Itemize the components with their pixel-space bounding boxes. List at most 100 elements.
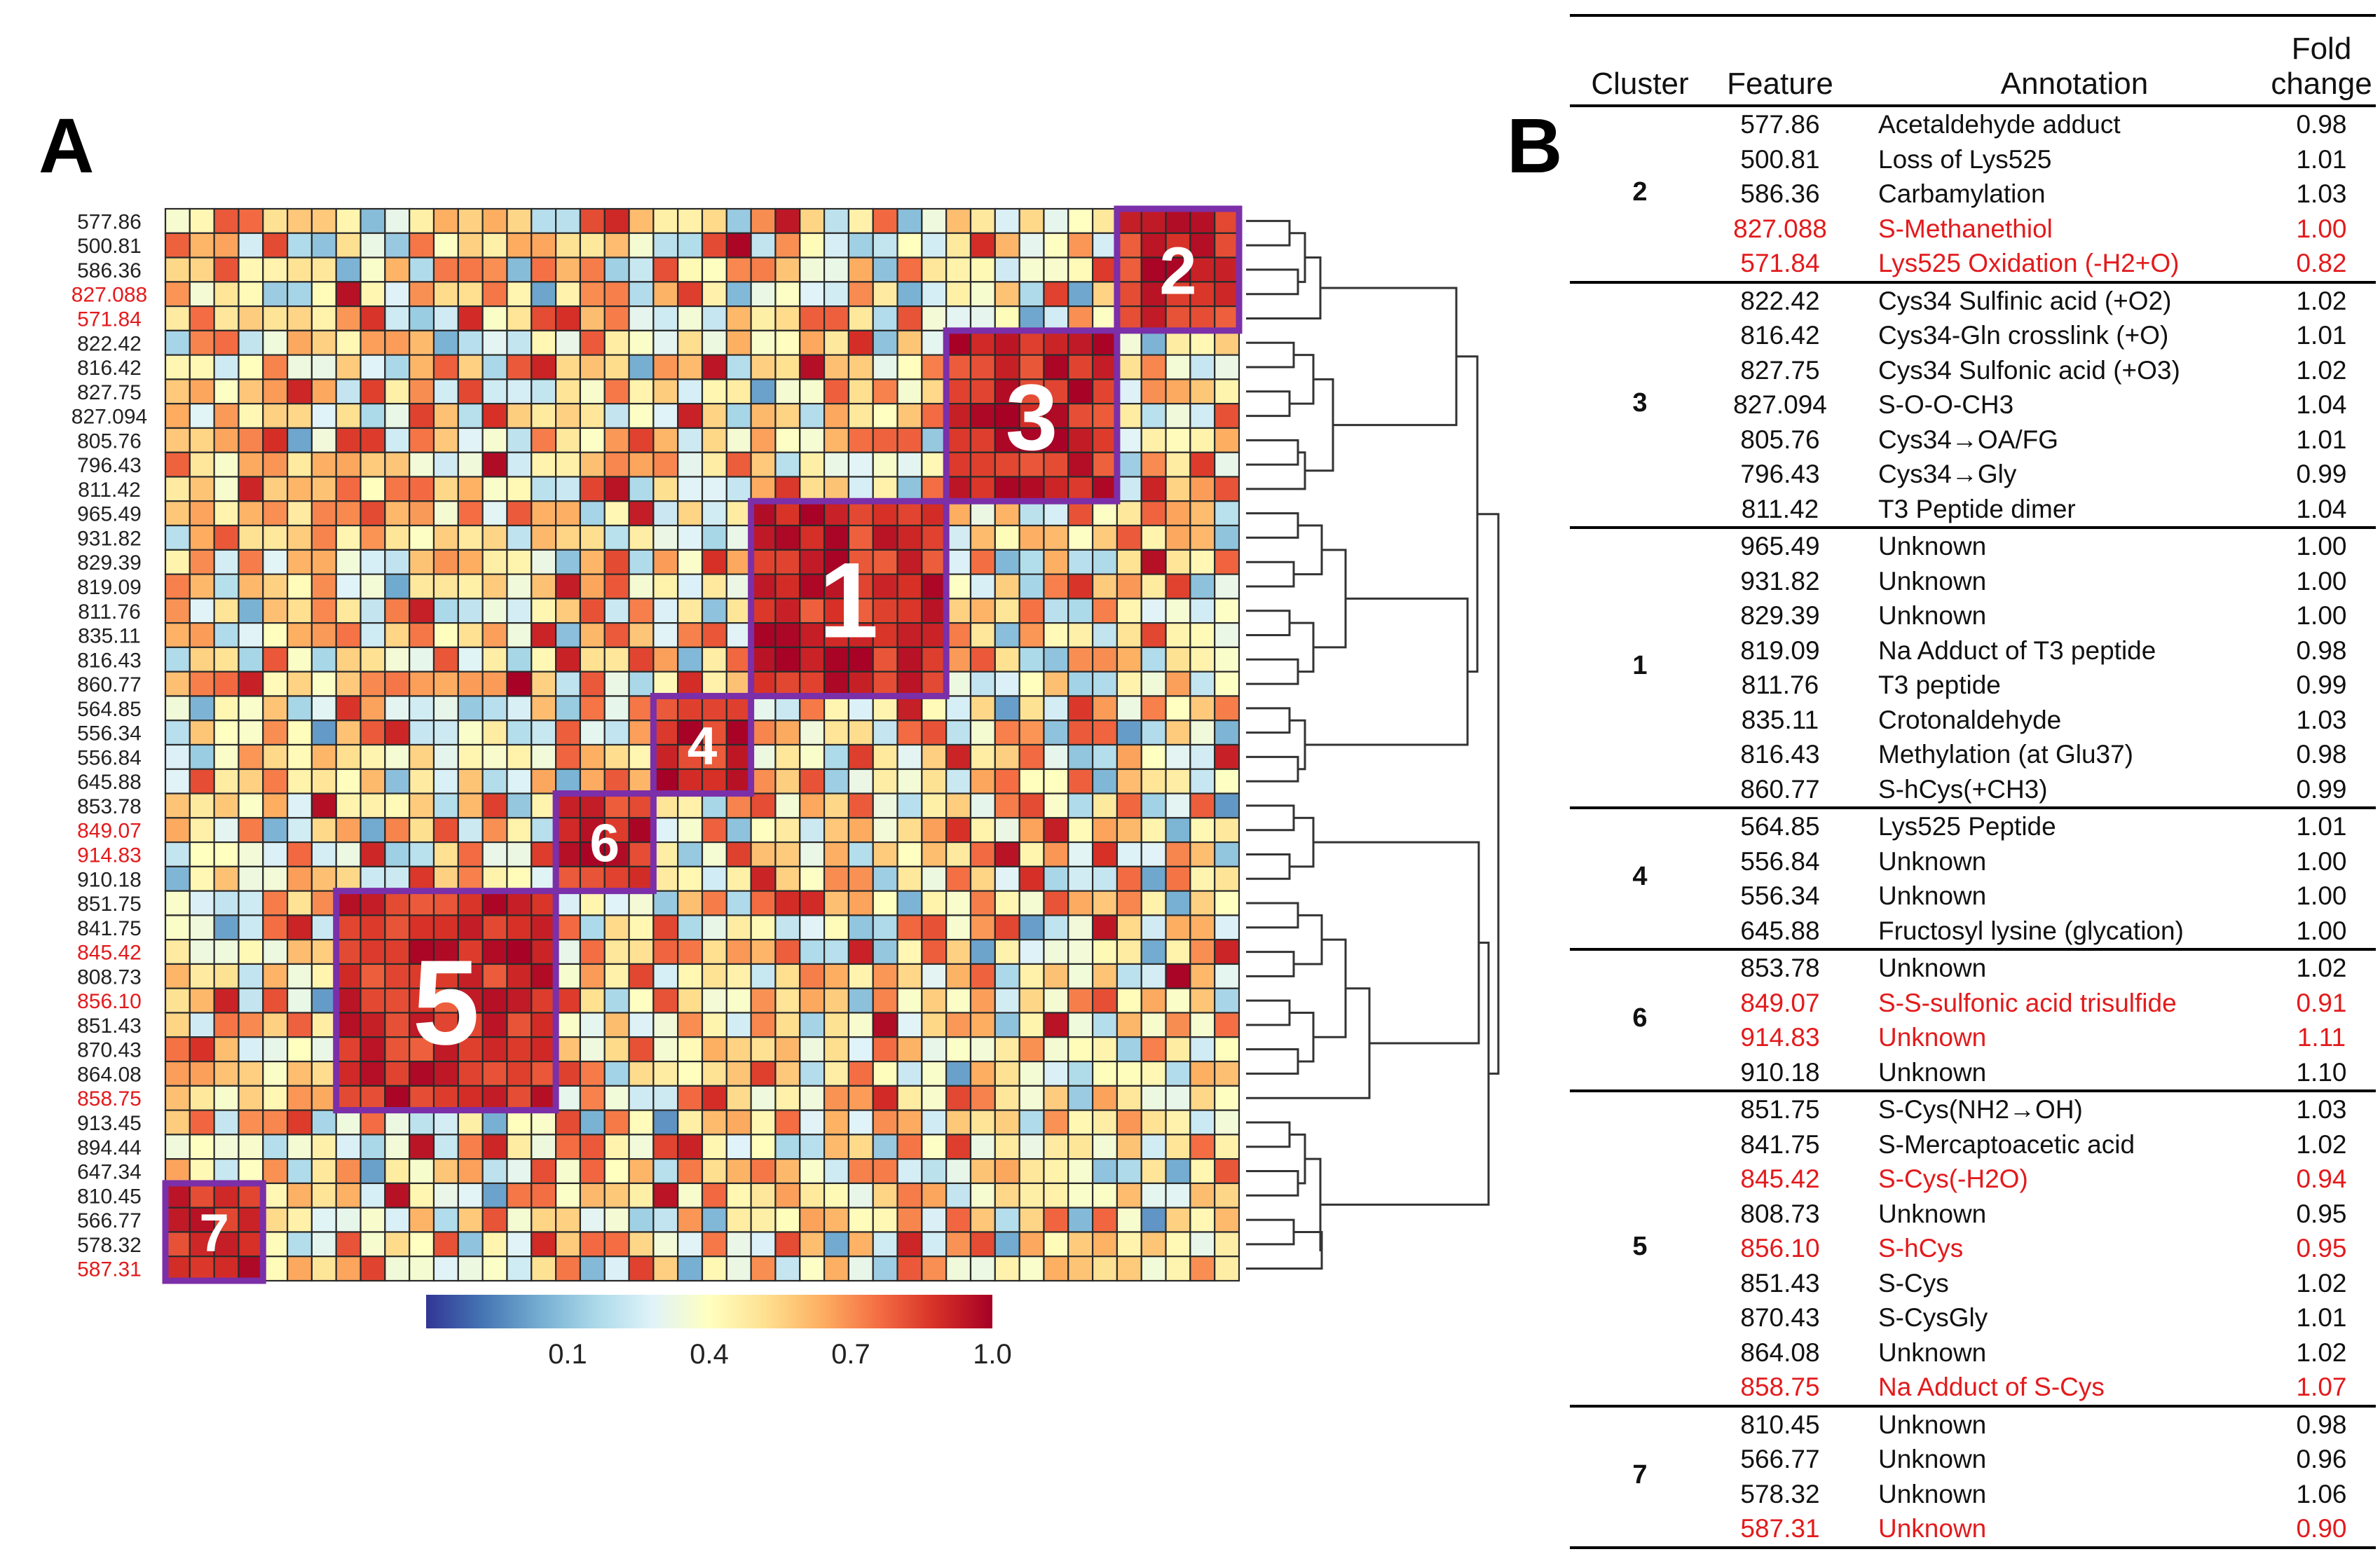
heatmap-cell bbox=[1165, 573, 1191, 600]
annotation-cell: Cys34 Sulfinic acid (+O2) bbox=[1878, 286, 2172, 315]
feature-cell: 864.08 bbox=[1740, 1338, 1820, 1367]
heatmap-cell bbox=[1018, 1182, 1045, 1209]
heatmap-cell bbox=[262, 354, 289, 380]
heatmap-cell bbox=[1091, 1060, 1119, 1087]
heatmap-cell bbox=[1067, 232, 1094, 259]
heatmap-cell bbox=[531, 792, 557, 819]
heatmap-cell bbox=[286, 451, 313, 478]
heatmap-cell bbox=[164, 1231, 191, 1258]
heatmap-cell bbox=[164, 792, 191, 819]
feature-cell: 556.34 bbox=[1740, 881, 1820, 910]
annotation-cell: Unknown bbox=[1878, 1023, 1987, 1052]
heatmap-cell bbox=[310, 890, 337, 916]
heatmap-cell bbox=[969, 963, 996, 989]
heatmap-cell bbox=[384, 720, 411, 746]
heatmap-cell bbox=[1018, 720, 1045, 746]
heatmap-cell bbox=[164, 403, 191, 429]
heatmap-cell bbox=[1140, 865, 1167, 892]
feature-cell: 827.75 bbox=[1740, 355, 1820, 385]
row-label: 645.88 bbox=[77, 771, 142, 794]
heatmap-cell bbox=[409, 256, 435, 283]
heatmap-cell bbox=[286, 549, 313, 575]
heatmap-cell bbox=[1189, 939, 1216, 965]
heatmap-cell bbox=[847, 403, 874, 429]
heatmap-cell bbox=[262, 451, 289, 478]
heatmap-cell bbox=[1091, 1109, 1119, 1136]
heatmap-cell bbox=[238, 987, 264, 1014]
heatmap-cell bbox=[1140, 841, 1167, 867]
heatmap-cell bbox=[799, 281, 826, 308]
heatmap-cell bbox=[921, 1206, 948, 1233]
heatmap-cell bbox=[872, 865, 898, 892]
heatmap-cell bbox=[628, 354, 655, 380]
fold-change-cell: 1.11 bbox=[2297, 1023, 2346, 1052]
annotation-cell: Unknown bbox=[1878, 601, 1987, 630]
heatmap-cell bbox=[677, 524, 704, 551]
heatmap-cell bbox=[1165, 1109, 1191, 1136]
dendrogram-branch bbox=[1246, 561, 1295, 588]
heatmap-cell bbox=[628, 427, 655, 453]
heatmap-cell bbox=[360, 598, 386, 624]
heatmap-cell bbox=[409, 1206, 435, 1233]
heatmap-cell bbox=[1214, 1206, 1240, 1233]
heatmap-cell bbox=[432, 378, 459, 405]
heatmap-cell bbox=[1091, 476, 1119, 502]
heatmap-cell bbox=[360, 914, 386, 941]
heatmap-cell bbox=[774, 378, 801, 405]
heatmap-cell bbox=[432, 1036, 459, 1063]
heatmap-cell bbox=[432, 305, 459, 331]
heatmap-cell bbox=[262, 720, 289, 746]
fold-change-cell: 1.04 bbox=[2296, 390, 2347, 419]
heatmap-cell bbox=[799, 1256, 826, 1282]
heatmap-cell bbox=[531, 1256, 557, 1282]
heatmap-cell bbox=[969, 1134, 996, 1160]
heatmap-cell bbox=[457, 378, 484, 405]
heatmap-cell bbox=[506, 720, 533, 746]
heatmap-cell bbox=[1214, 403, 1240, 429]
heatmap-cell bbox=[1165, 646, 1191, 673]
heatmap-cell bbox=[774, 890, 801, 916]
heatmap-cell bbox=[603, 1085, 630, 1111]
feature-cell: 860.77 bbox=[1740, 774, 1820, 804]
heatmap-cell bbox=[896, 987, 923, 1014]
heatmap-cell bbox=[262, 695, 289, 722]
heatmap-cell bbox=[384, 500, 411, 527]
heatmap-cell bbox=[1091, 792, 1119, 819]
heatmap-cell bbox=[847, 256, 874, 283]
heatmap-cell bbox=[921, 987, 948, 1014]
heatmap-cell bbox=[238, 841, 264, 867]
heatmap-cell bbox=[554, 1060, 582, 1087]
heatmap-cell bbox=[310, 207, 337, 234]
heatmap-cell bbox=[628, 256, 655, 283]
heatmap-cell bbox=[750, 354, 777, 380]
heatmap-cell bbox=[531, 743, 557, 770]
heatmap-cell bbox=[994, 1158, 1020, 1185]
heatmap-cell bbox=[872, 232, 898, 259]
heatmap-cell bbox=[579, 573, 606, 600]
heatmap-cell bbox=[531, 1036, 557, 1063]
heatmap-cell bbox=[164, 256, 191, 283]
heatmap-cell bbox=[652, 720, 679, 746]
heatmap-cell bbox=[335, 500, 362, 527]
heatmap-cell bbox=[628, 232, 655, 259]
heatmap-cell bbox=[409, 207, 435, 234]
heatmap-cell bbox=[1165, 817, 1191, 844]
heatmap-cell bbox=[286, 476, 313, 502]
heatmap-cell bbox=[677, 549, 704, 575]
heatmap-cell bbox=[262, 598, 289, 624]
heatmap-cell bbox=[481, 1134, 508, 1160]
heatmap-cell bbox=[531, 1109, 557, 1136]
heatmap-cell bbox=[189, 1158, 215, 1185]
heatmap-cell bbox=[238, 743, 264, 770]
heatmap-cell bbox=[652, 792, 679, 819]
heatmap-cell bbox=[896, 841, 923, 867]
fold-change-cell: 0.90 bbox=[2296, 1514, 2347, 1543]
heatmap-cell bbox=[799, 768, 826, 795]
heatmap-cell bbox=[481, 1109, 508, 1136]
heatmap-cell bbox=[847, 1256, 874, 1282]
heatmap-cell bbox=[554, 768, 582, 795]
heatmap-cell bbox=[945, 987, 972, 1014]
heatmap-cell bbox=[481, 963, 508, 989]
table-row: 819.09 Na Adduct of T3 peptide 0.98 bbox=[1570, 633, 2376, 668]
heatmap-cell bbox=[921, 256, 948, 283]
